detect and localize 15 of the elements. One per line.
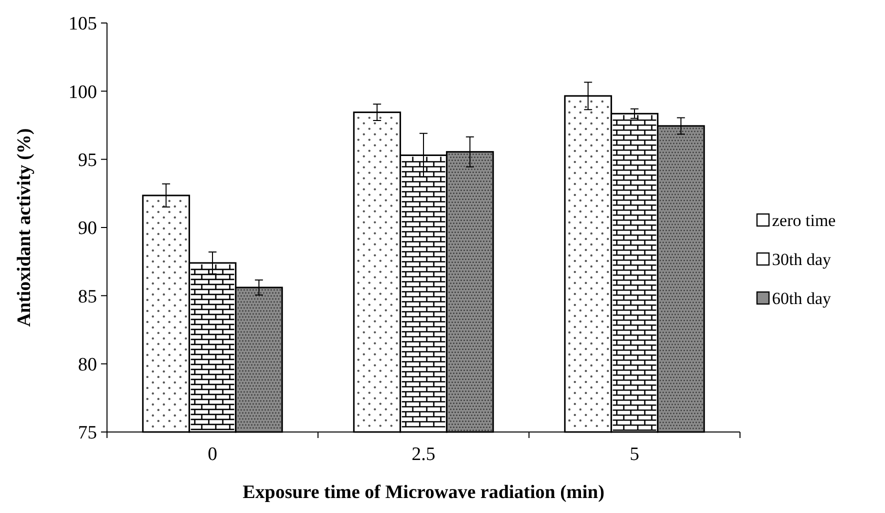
x-tick-label: 0 (208, 444, 218, 465)
legend-label: zero time (772, 210, 836, 230)
x-tick-label: 2.5 (412, 444, 436, 465)
y-tick-label: 75 (78, 422, 97, 444)
x-tick-label: 5 (630, 444, 640, 465)
legend-label: 60th day (772, 288, 832, 308)
y-tick-label: 105 (68, 14, 97, 35)
legend-label: 30th day (772, 250, 832, 269)
y-tick-label: 90 (78, 218, 97, 240)
y-tick-label: 80 (78, 354, 97, 376)
y-tick-label: 95 (78, 150, 97, 171)
y-tick-label: 100 (68, 82, 97, 103)
x-axis-title: Exposure time of Microwave radiation (min) (242, 482, 604, 503)
y-axis-title: Antioxidant activity (%) (14, 128, 35, 327)
y-tick-label: 85 (78, 286, 97, 308)
